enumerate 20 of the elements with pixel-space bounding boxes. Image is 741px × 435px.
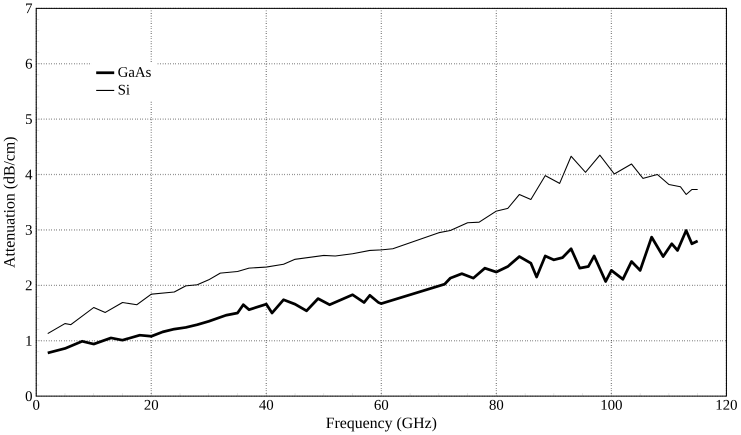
x-tick-label: 40 bbox=[259, 400, 274, 410]
x-tick-label: 60 bbox=[374, 400, 388, 410]
line-series bbox=[47, 154, 698, 334]
x-tick-label: 20 bbox=[144, 400, 158, 410]
x-tick-label: 100 bbox=[602, 400, 622, 410]
y-tick-label: 7 bbox=[26, 4, 32, 14]
y-tick-label: 0 bbox=[26, 391, 32, 402]
y-tick-label: 5 bbox=[26, 114, 32, 124]
y-tick-label: 6 bbox=[26, 58, 32, 69]
y-tick-label: 1 bbox=[26, 336, 32, 346]
legend-label: GaAs bbox=[118, 67, 151, 77]
y-axis-title: Attenuation (dB/cm) bbox=[4, 137, 18, 268]
y-tick-label: 4 bbox=[25, 170, 32, 180]
x-tick-label: 80 bbox=[490, 400, 504, 410]
legend-label: Si bbox=[118, 84, 130, 95]
x-tick-label: 0 bbox=[33, 400, 40, 410]
x-tick-label: 120 bbox=[716, 400, 737, 410]
x-axis-title: Frequency (GHz) bbox=[326, 417, 436, 432]
y-tick-label: 3 bbox=[26, 224, 32, 235]
y-tick-label: 2 bbox=[26, 280, 32, 290]
